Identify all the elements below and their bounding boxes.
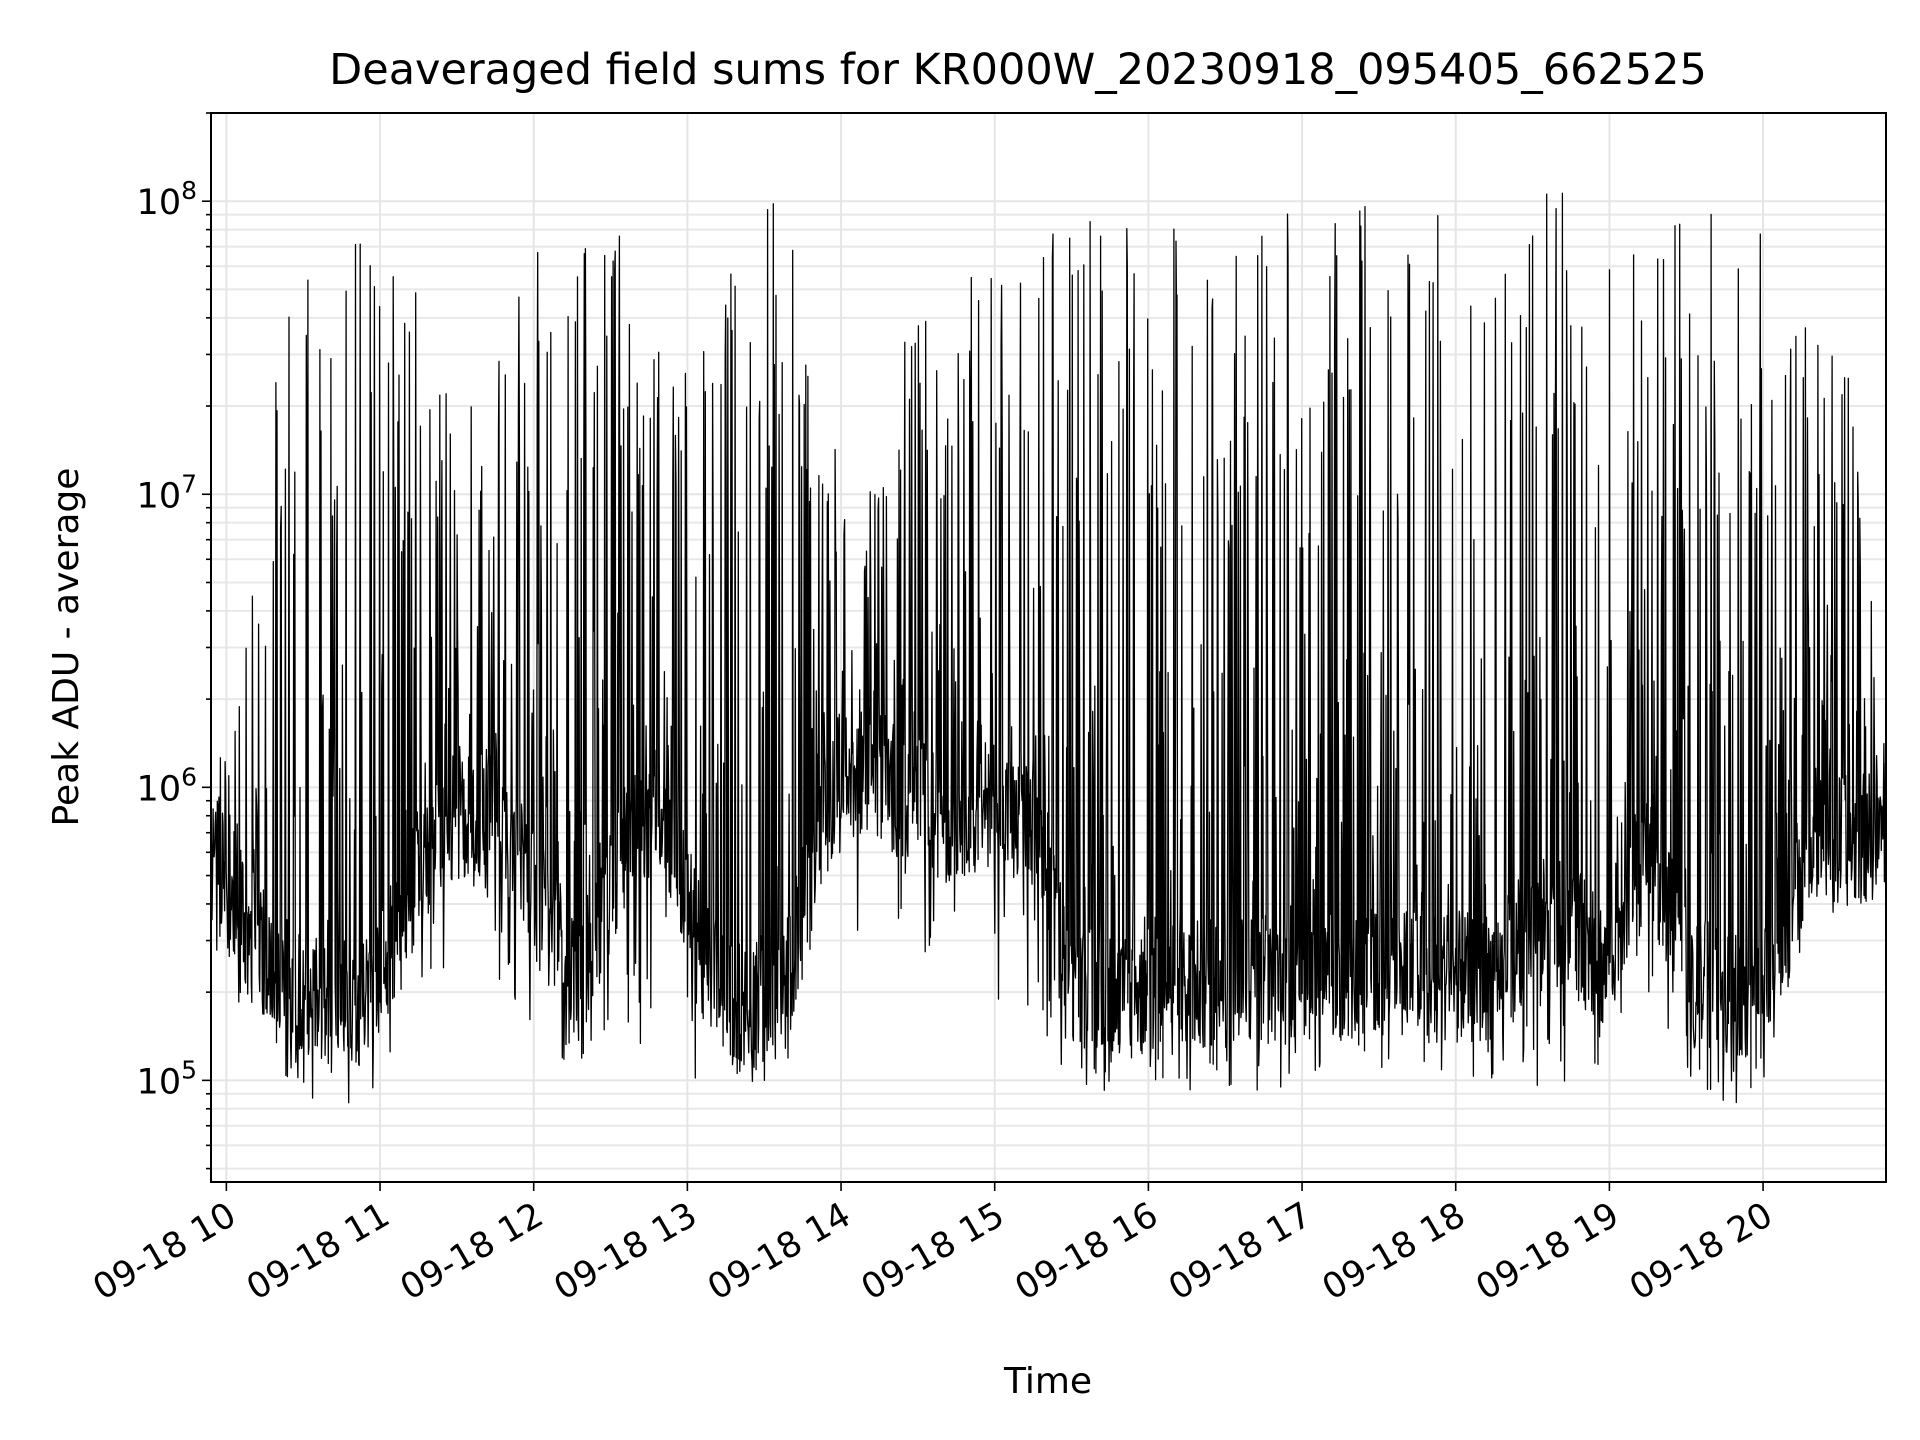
y-axis-label: Peak ADU - average: [46, 468, 87, 827]
series-line: [210, 192, 1887, 1104]
chart-title: Deaveraged field sums for KR000W_2023091…: [329, 45, 1707, 95]
y-tick-label: 106: [137, 762, 197, 809]
x-tick-label: 09-18 18: [1316, 1195, 1472, 1308]
y-axis: 105 106 107 108: [137, 112, 211, 1170]
x-axis-label: Time: [1003, 1361, 1092, 1402]
x-tick-label: 09-18 15: [855, 1195, 1011, 1308]
x-tick-label: 09-18 10: [87, 1195, 243, 1308]
x-tick-label: 09-18 14: [701, 1195, 857, 1308]
y-tick-label: 107: [137, 469, 197, 516]
y-tick-label: 105: [137, 1055, 197, 1102]
x-tick-label: 09-18 13: [548, 1195, 704, 1308]
y-tick-label: 108: [137, 176, 197, 223]
series-layer: [210, 192, 1887, 1104]
x-tick-label: 09-18 20: [1623, 1195, 1779, 1308]
x-tick-label: 09-18 19: [1470, 1195, 1626, 1308]
x-tick-label: 09-18 16: [1009, 1195, 1165, 1308]
grid: [211, 112, 1886, 1182]
x-tick-label: 09-18 17: [1162, 1195, 1318, 1308]
x-tick-label: 09-18 11: [240, 1195, 396, 1308]
x-tick-label: 09-18 12: [394, 1195, 550, 1308]
